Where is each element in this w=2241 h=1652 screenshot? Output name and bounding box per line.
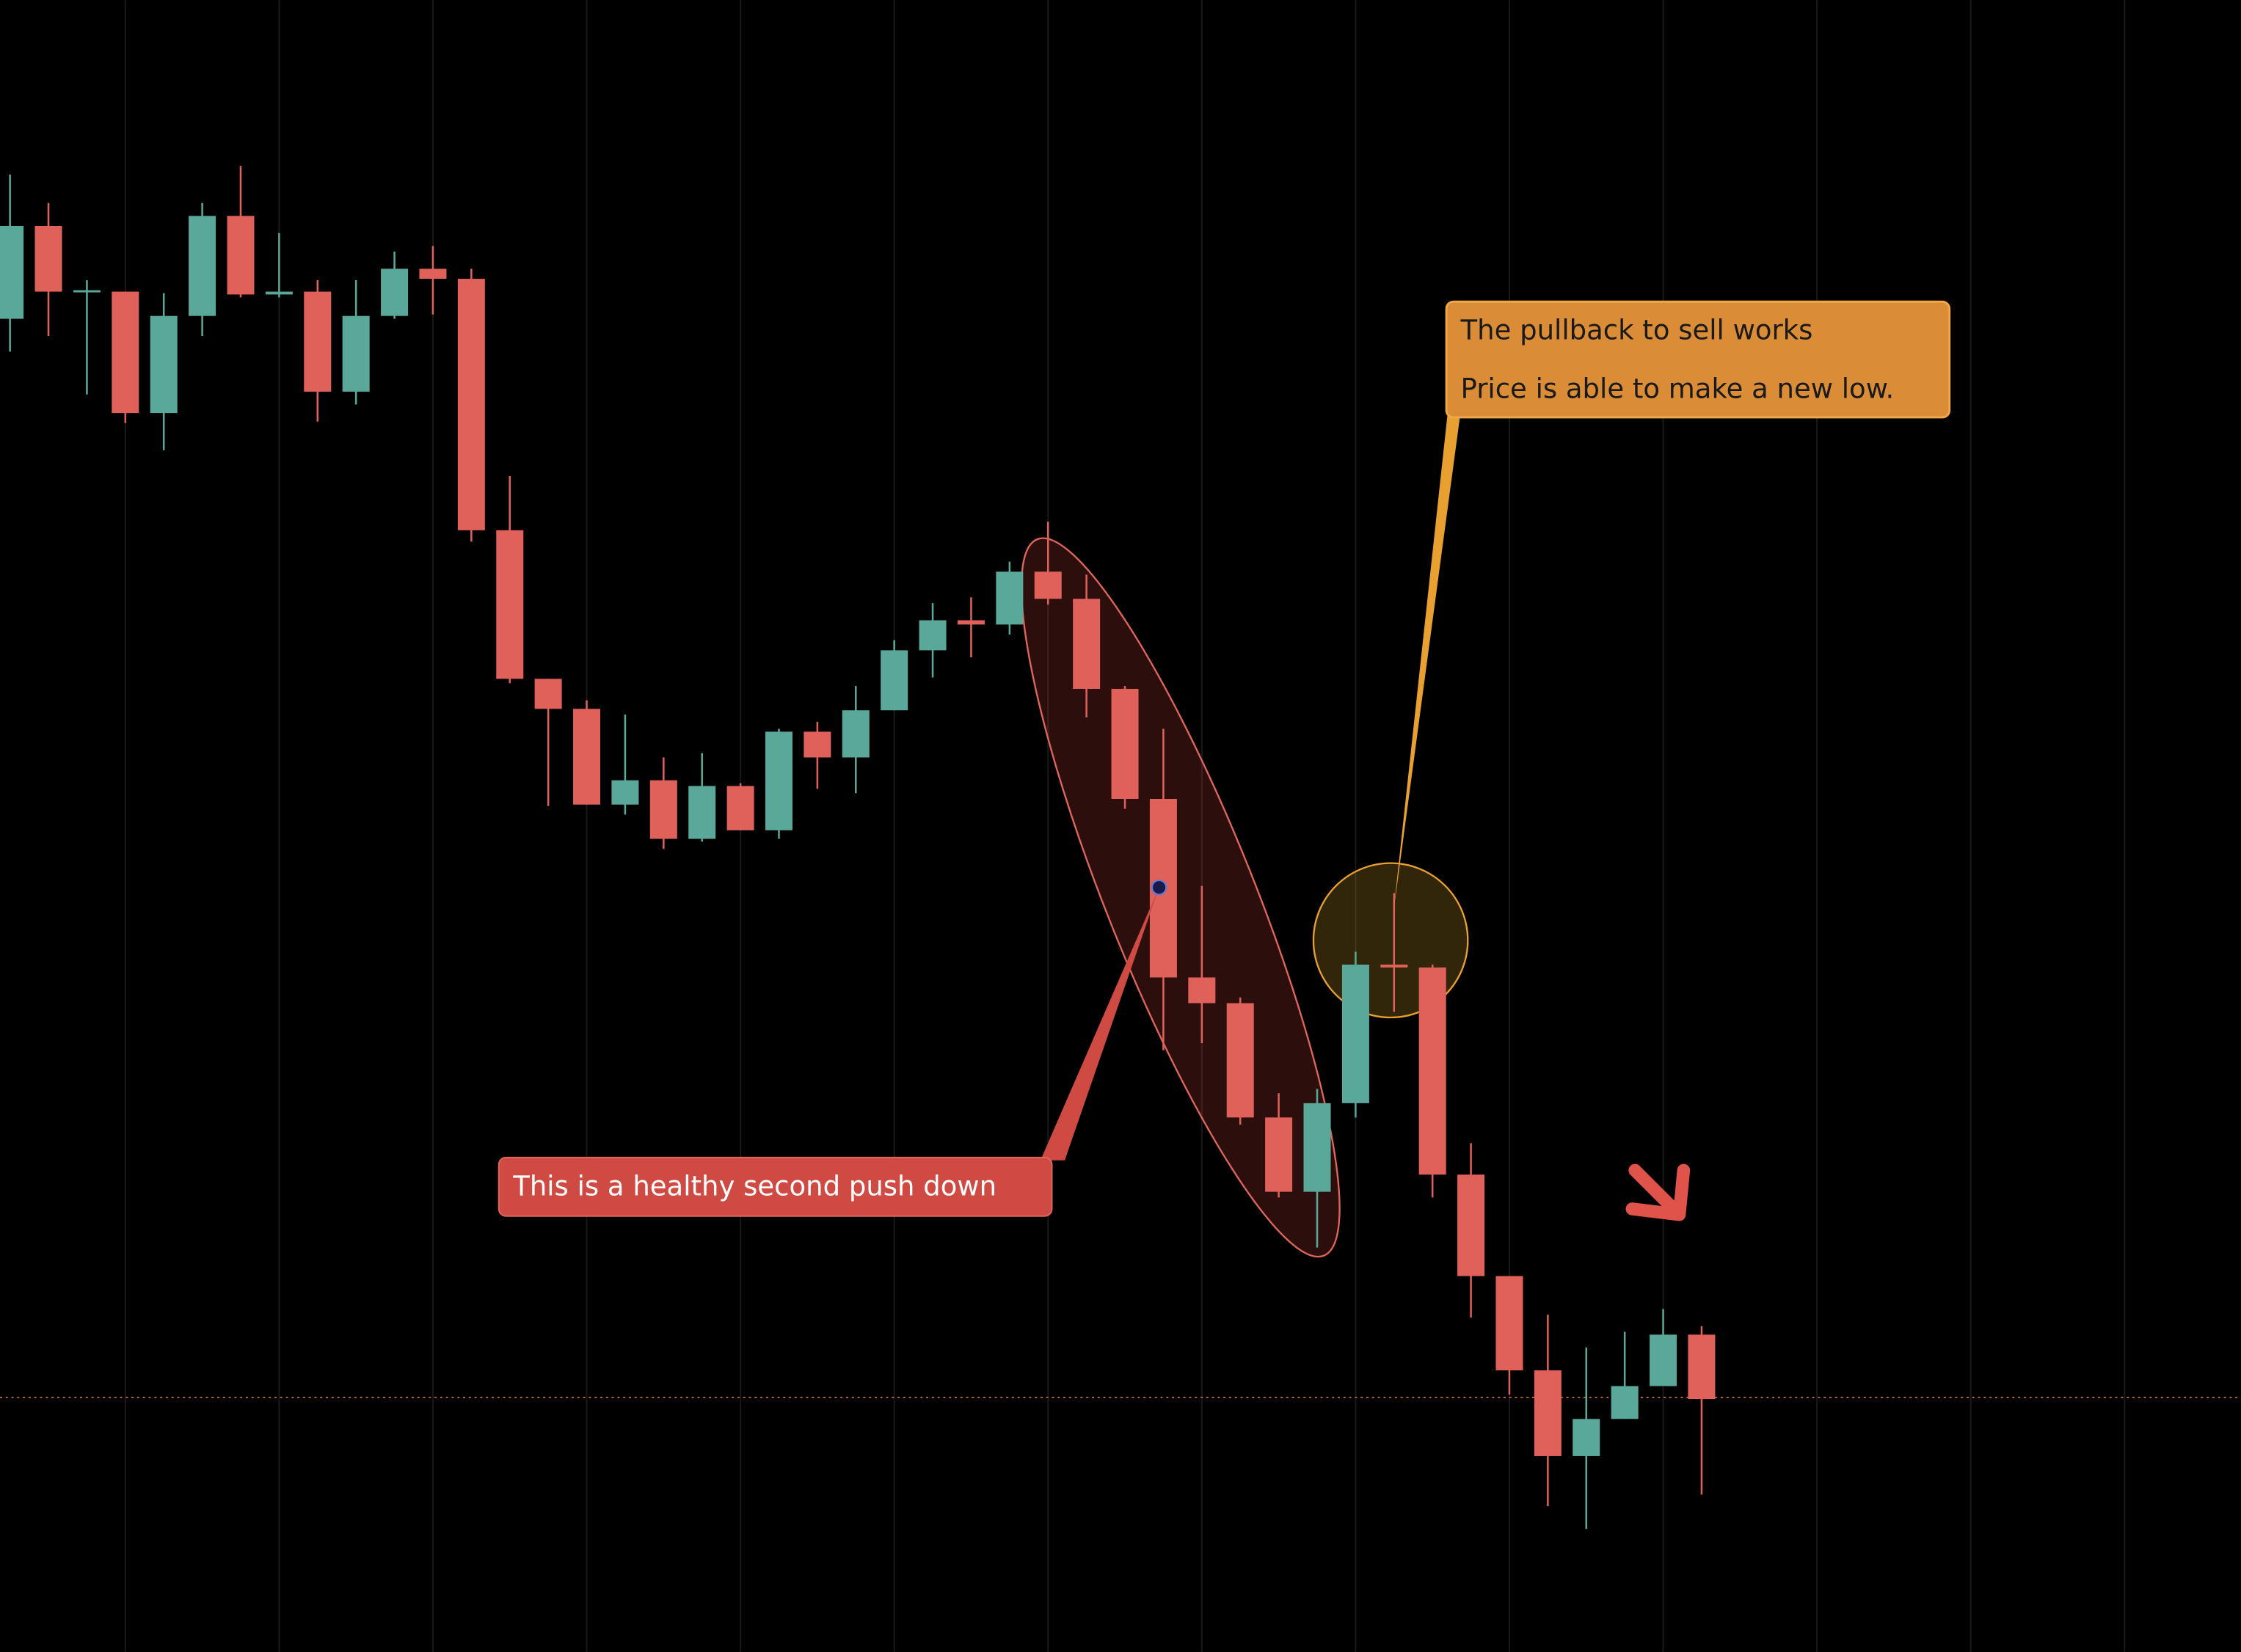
candle-body — [1534, 1370, 1562, 1456]
candle-body — [919, 620, 947, 651]
candles — [0, 166, 1716, 1529]
candle-body — [189, 216, 216, 316]
candle-body — [842, 710, 870, 758]
candle-body — [227, 216, 255, 295]
candle-body — [726, 786, 754, 830]
candle-body — [996, 571, 1024, 625]
candle-body — [804, 731, 831, 758]
anchor-dot — [1151, 879, 1167, 896]
candle-body — [304, 291, 332, 392]
candle-body — [534, 679, 562, 709]
candle-body — [1380, 964, 1408, 968]
candle-body — [496, 530, 524, 679]
annotations: This is a healthy second push down The p… — [498, 300, 1951, 1221]
candle-body — [112, 291, 139, 414]
candle-body — [73, 290, 101, 293]
candle-body — [1265, 1117, 1293, 1192]
candle-body — [611, 780, 639, 805]
candle-body — [1303, 1103, 1331, 1192]
candle-body — [881, 650, 908, 711]
callout-box — [1445, 300, 1951, 419]
candle-body — [649, 780, 677, 839]
candle-body — [1226, 1003, 1254, 1118]
candle-body — [381, 268, 409, 316]
candle-body — [265, 291, 293, 295]
callout-box — [498, 1156, 1053, 1217]
callout-pointer — [1040, 887, 1159, 1161]
candle-body — [1688, 1334, 1716, 1400]
candle-body — [34, 225, 62, 292]
candle-body — [765, 731, 793, 830]
candle-body — [1611, 1386, 1639, 1419]
candle-body — [457, 279, 485, 530]
candle-body — [1341, 964, 1369, 1103]
candle-body — [342, 315, 370, 392]
candle-body — [1188, 977, 1216, 1004]
candle-body — [1457, 1174, 1485, 1276]
candle-body — [419, 268, 447, 279]
candle-body — [1418, 967, 1446, 1175]
candle-body — [573, 709, 601, 805]
highlight-ellipse — [1020, 537, 1341, 1258]
candle-body — [1034, 571, 1062, 599]
callout-text: This is a healthy second push down — [512, 1170, 996, 1202]
candle-body — [1573, 1419, 1600, 1456]
candle-body — [1073, 599, 1101, 690]
candle-body — [1111, 689, 1139, 799]
candle-body — [957, 620, 985, 625]
candle-body — [1495, 1276, 1523, 1371]
candle-body — [0, 225, 24, 319]
candle-body — [688, 786, 716, 839]
callout-text: Price is able to make a new low. — [1461, 373, 1895, 404]
arrow — [1625, 1163, 1691, 1221]
candle-body — [150, 315, 178, 414]
callout-text: The pullback to sell works — [1460, 315, 1813, 346]
candle-body — [1650, 1334, 1677, 1386]
